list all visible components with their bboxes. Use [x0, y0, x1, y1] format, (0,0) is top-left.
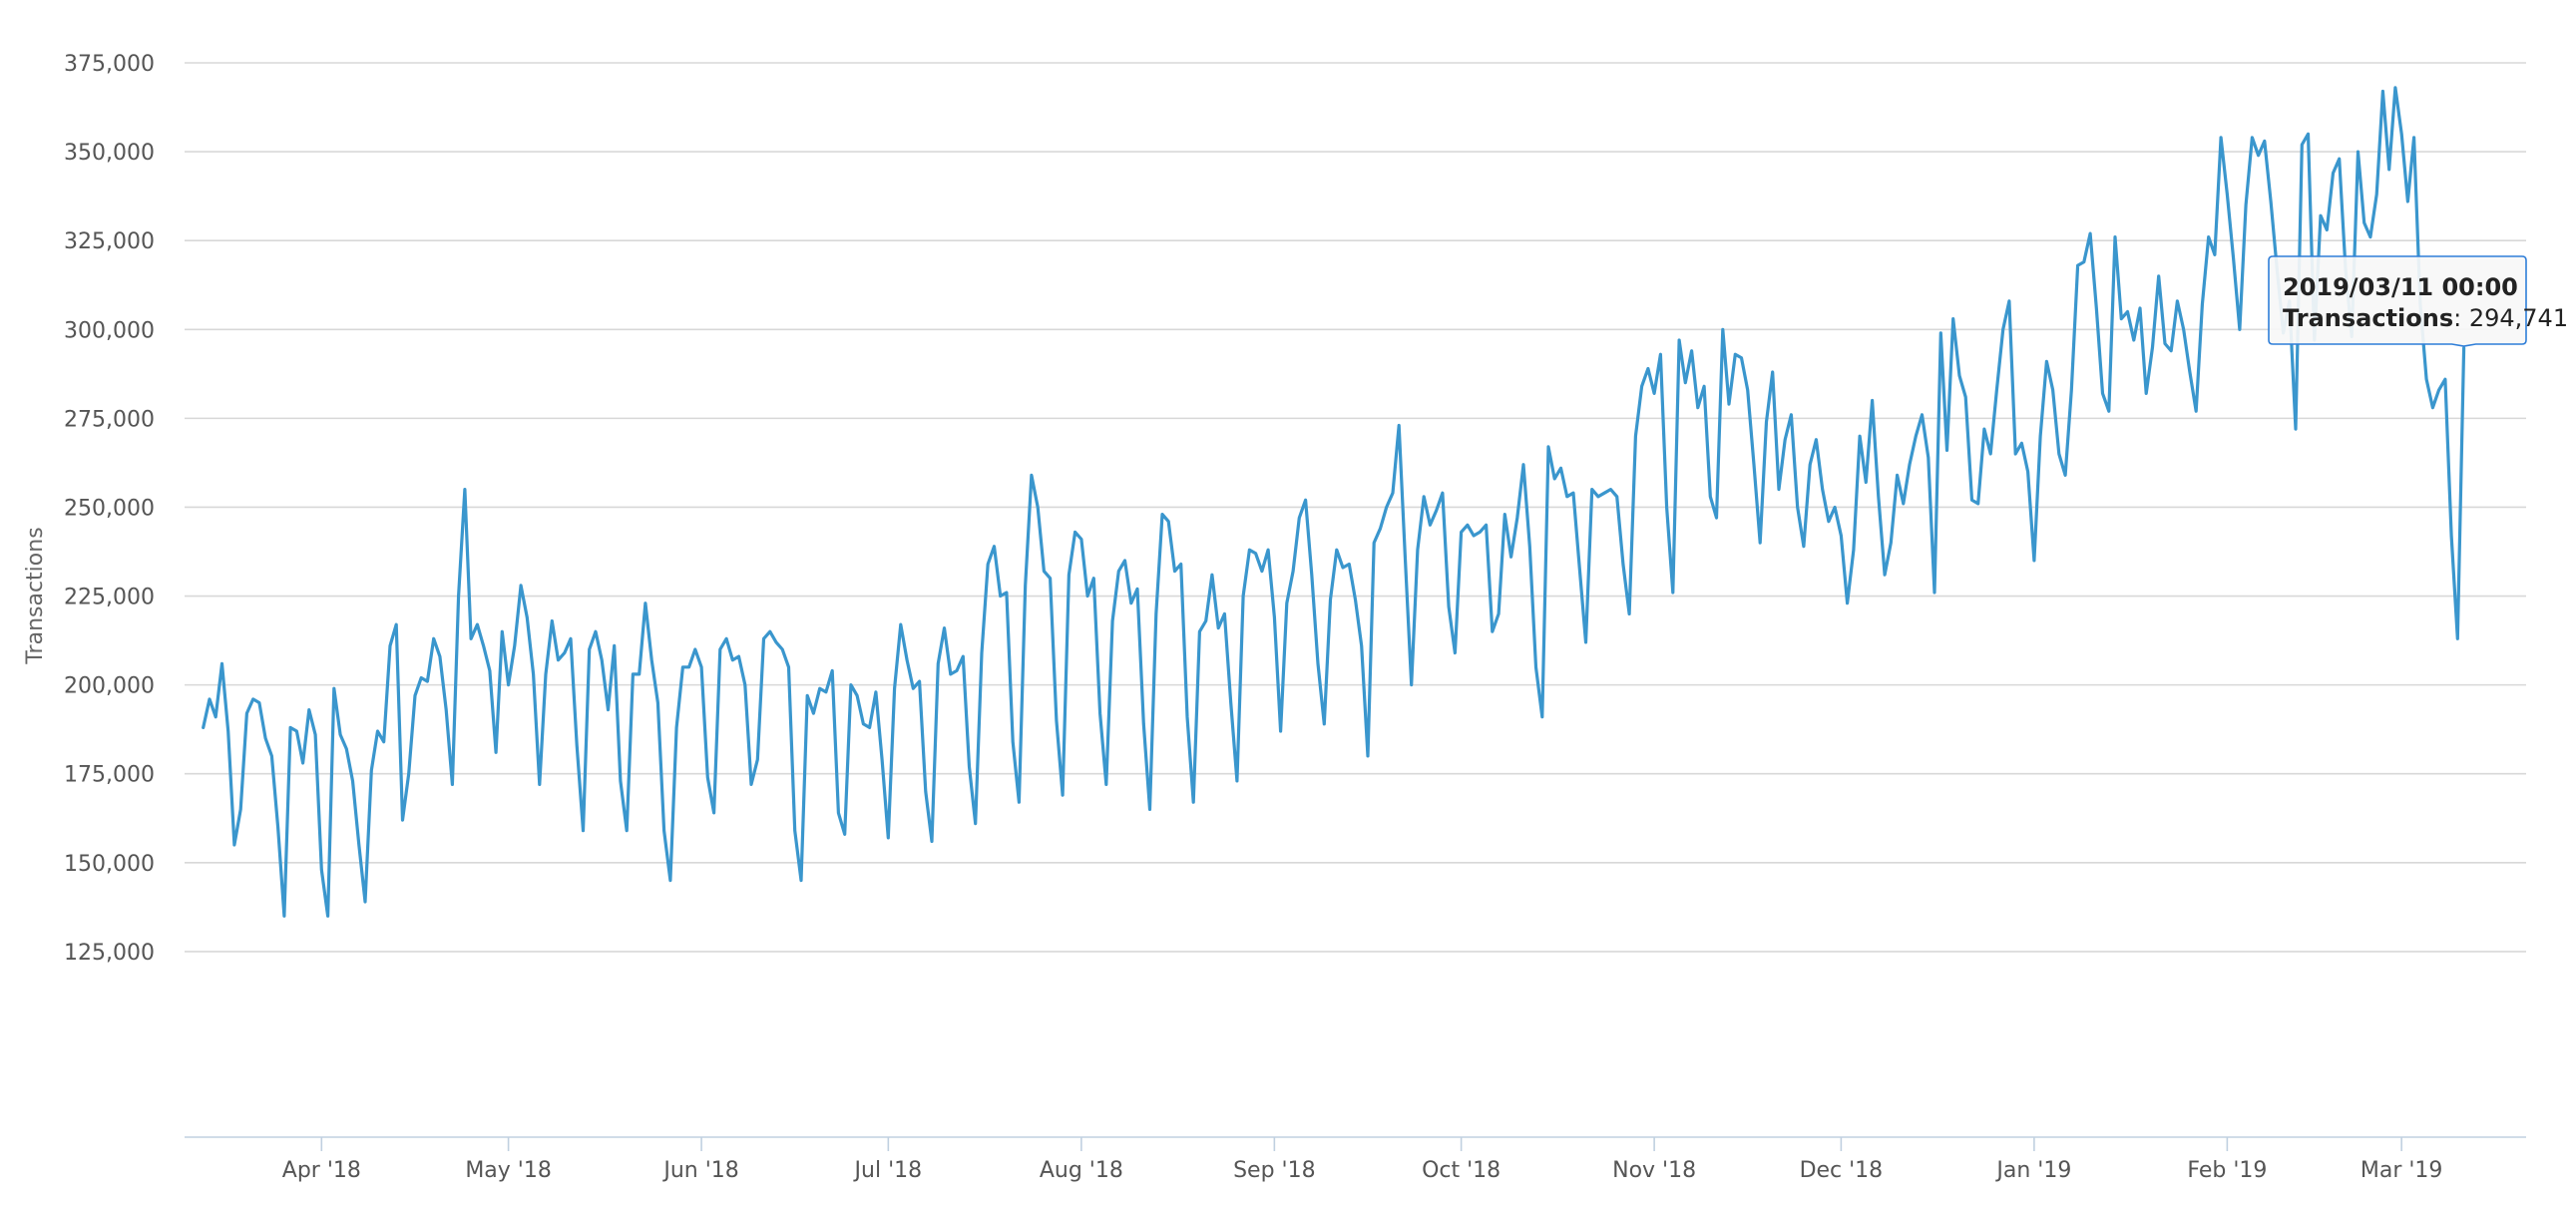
x-tick-label: Jan '19: [1994, 1158, 2071, 1183]
y-tick-label: 225,000: [64, 586, 155, 610]
y-tick-label: 250,000: [64, 496, 155, 521]
tooltip-box: [2268, 255, 2527, 347]
x-tick-label: Apr '18: [282, 1158, 361, 1183]
y-axis-title: Transactions: [23, 527, 48, 664]
y-tick-label: 375,000: [64, 52, 155, 77]
y-gridlines: [185, 62, 2526, 953]
x-tick-label: Sep '18: [1233, 1158, 1316, 1183]
y-tick-label: 275,000: [64, 407, 155, 432]
x-tick-label: Aug '18: [1040, 1158, 1123, 1183]
x-tick-label: Nov '18: [1612, 1158, 1696, 1183]
x-tick-label: Dec '18: [1800, 1158, 1884, 1183]
data-tooltip: 2019/03/11 00:00 Transactions: 294,741: [2268, 255, 2568, 347]
tooltip-value: 294,741: [2469, 304, 2568, 332]
x-axis: Apr '18 May '18 Jun '18 Jul '18 Aug '18 Sep '…: [185, 1136, 2526, 1183]
x-tick-label: Oct '18: [1422, 1158, 1501, 1183]
tooltip-value-line: Transactions: 294,741: [2283, 304, 2568, 332]
y-tick-label: 150,000: [64, 852, 155, 877]
tooltip-colon: :: [2453, 304, 2469, 332]
transactions-series-line: [202, 86, 2466, 918]
y-tick-label: 325,000: [64, 229, 155, 254]
y-tick-label: 125,000: [64, 941, 155, 966]
x-tick-label: Jul '18: [853, 1158, 923, 1183]
y-tick-label: 175,000: [64, 763, 155, 788]
tooltip-date: 2019/03/11 00:00: [2283, 273, 2518, 301]
x-tick-label: May '18: [465, 1158, 552, 1183]
y-tick-label: 300,000: [64, 318, 155, 343]
y-axis: 125,000 150,000 175,000 200,000 225,000 250,0…: [64, 52, 155, 966]
series-layer: [202, 86, 2466, 918]
y-tick-label: 350,000: [64, 141, 155, 166]
x-tick-label: Jun '18: [661, 1158, 738, 1183]
x-tick-label: Mar '19: [2361, 1158, 2443, 1183]
tooltip-series-label: Transactions: [2283, 304, 2453, 332]
x-tick-label: Feb '19: [2187, 1158, 2267, 1183]
y-tick-label: 200,000: [64, 674, 155, 699]
